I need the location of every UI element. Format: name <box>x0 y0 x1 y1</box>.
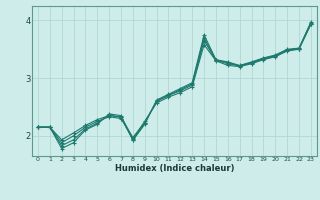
X-axis label: Humidex (Indice chaleur): Humidex (Indice chaleur) <box>115 164 234 173</box>
